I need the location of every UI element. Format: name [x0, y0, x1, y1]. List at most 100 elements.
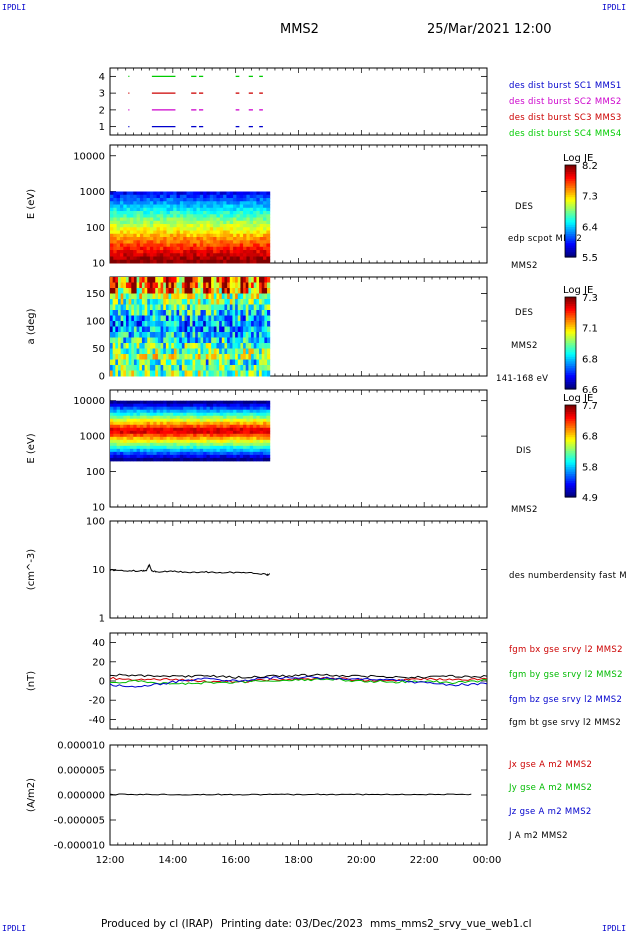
spectrogram-cell — [239, 409, 244, 414]
spectrogram-cell — [123, 214, 128, 219]
spectrogram-cell — [259, 240, 264, 245]
spectrogram-cell — [152, 315, 156, 322]
spectrogram-cell — [246, 436, 251, 441]
spectrogram-cell — [149, 224, 154, 228]
spectrogram-cell — [173, 246, 178, 251]
spectrogram-cell — [251, 310, 255, 316]
spectrogram-cell — [239, 198, 244, 202]
spectrogram-cell — [227, 288, 231, 294]
spectrogram-cell — [213, 454, 217, 459]
spectrogram-cell — [192, 343, 196, 349]
spectrogram-cell — [143, 430, 148, 435]
spectrogram-cell — [236, 227, 241, 232]
spectrogram-cell — [213, 445, 217, 450]
panel-1-y-tick-label: 10000 — [73, 151, 105, 162]
spectrogram-cell — [173, 243, 178, 248]
spectrogram-cell — [176, 332, 180, 338]
spectrogram-cell — [123, 256, 128, 261]
spectrogram-cell — [179, 240, 184, 245]
spectrogram-cell — [259, 332, 263, 338]
spectrogram-cell — [149, 315, 154, 322]
spectrogram-cell — [221, 365, 225, 371]
spectrogram-cell — [156, 445, 161, 450]
spectrogram-cell — [219, 277, 223, 283]
spectrogram-cell — [163, 448, 168, 453]
spectrogram-cell — [229, 214, 234, 219]
spectrogram-cell — [179, 310, 183, 316]
spectrogram-cell — [216, 406, 221, 411]
spectrogram-cell — [123, 253, 128, 258]
spectrogram-cell — [236, 418, 241, 423]
spectrogram-cell — [239, 424, 244, 429]
spectrogram-cell — [199, 442, 204, 447]
spectrogram-cell — [169, 250, 174, 254]
spectrogram-cell — [246, 427, 251, 432]
spectrogram-cell — [259, 370, 263, 377]
spectrogram-cell — [181, 326, 186, 333]
spectrogram-cell — [264, 282, 268, 289]
spectrogram-cell — [133, 246, 138, 251]
spectrogram-cell — [136, 442, 141, 447]
spectrogram-cell — [149, 430, 154, 435]
spectrogram-cell — [199, 207, 204, 212]
spectrogram-cell — [157, 299, 162, 305]
spectrogram-cell — [256, 365, 260, 371]
spectrogram-cell — [213, 240, 217, 245]
spectrogram-cell — [226, 217, 231, 222]
spectrogram-cell — [259, 230, 264, 235]
spectrogram-cell — [213, 359, 217, 366]
colorbar-cell — [565, 243, 576, 247]
spectrogram-cell — [261, 288, 265, 294]
spectrogram-cell — [233, 454, 237, 459]
colorbar-cell — [565, 432, 576, 436]
spectrogram-cell — [126, 191, 131, 196]
spectrogram-cell — [146, 457, 151, 462]
spectrogram-cell — [123, 233, 128, 238]
spectrogram-cell — [206, 457, 211, 462]
spectrogram-cell — [216, 430, 221, 435]
spectrogram-cell — [153, 230, 158, 235]
spectrogram-cell — [216, 326, 220, 333]
spectrogram-cell — [196, 194, 201, 199]
spectrogram-cell — [209, 259, 214, 264]
spectrogram-cell — [240, 310, 244, 316]
spectrogram-cell — [186, 256, 191, 261]
spectrogram-cell — [149, 207, 154, 212]
spectrogram-cell — [163, 430, 168, 435]
spectrogram-cell — [125, 337, 130, 344]
spectrogram-cell — [253, 412, 257, 417]
spectrogram-cell — [246, 421, 251, 426]
spectrogram-cell — [186, 230, 191, 235]
spectrogram-cell — [115, 310, 119, 316]
spectrogram-cell — [119, 243, 124, 248]
spectrogram-cell — [113, 454, 118, 459]
spectrogram-cell — [176, 365, 180, 371]
spectrogram-cell — [173, 445, 178, 450]
spectrogram-cell — [163, 445, 168, 450]
spectrogram-cell — [166, 224, 171, 228]
spectrogram-cell — [136, 348, 140, 355]
spectrogram-cell — [126, 217, 131, 222]
spectrogram-cell — [165, 359, 170, 366]
spectrogram-cell — [196, 421, 201, 426]
panel-4-y-axis-label: (cm^-3) — [26, 549, 37, 590]
spectrogram-cell — [159, 409, 164, 414]
spectrogram-cell — [149, 282, 154, 289]
spectrogram-cell — [236, 430, 241, 435]
spectrogram-cell — [243, 433, 247, 438]
spectrogram-cell — [249, 211, 254, 215]
spectrogram-cell — [192, 348, 196, 355]
spectrogram-cell — [216, 442, 221, 447]
spectrogram-cell — [183, 454, 188, 459]
spectrogram-cell — [119, 439, 124, 444]
spectrogram-cell — [183, 424, 188, 429]
spectrogram-cell — [136, 433, 141, 438]
spectrogram-cell — [156, 412, 161, 417]
spectrogram-cell — [133, 445, 138, 450]
spectrogram-cell — [208, 293, 212, 300]
spectrogram-cell — [243, 220, 247, 225]
spectrogram-cell — [179, 243, 184, 248]
spectrogram-cell — [261, 315, 265, 322]
spectrogram-cell — [263, 403, 267, 408]
spectrogram-cell — [246, 439, 251, 444]
